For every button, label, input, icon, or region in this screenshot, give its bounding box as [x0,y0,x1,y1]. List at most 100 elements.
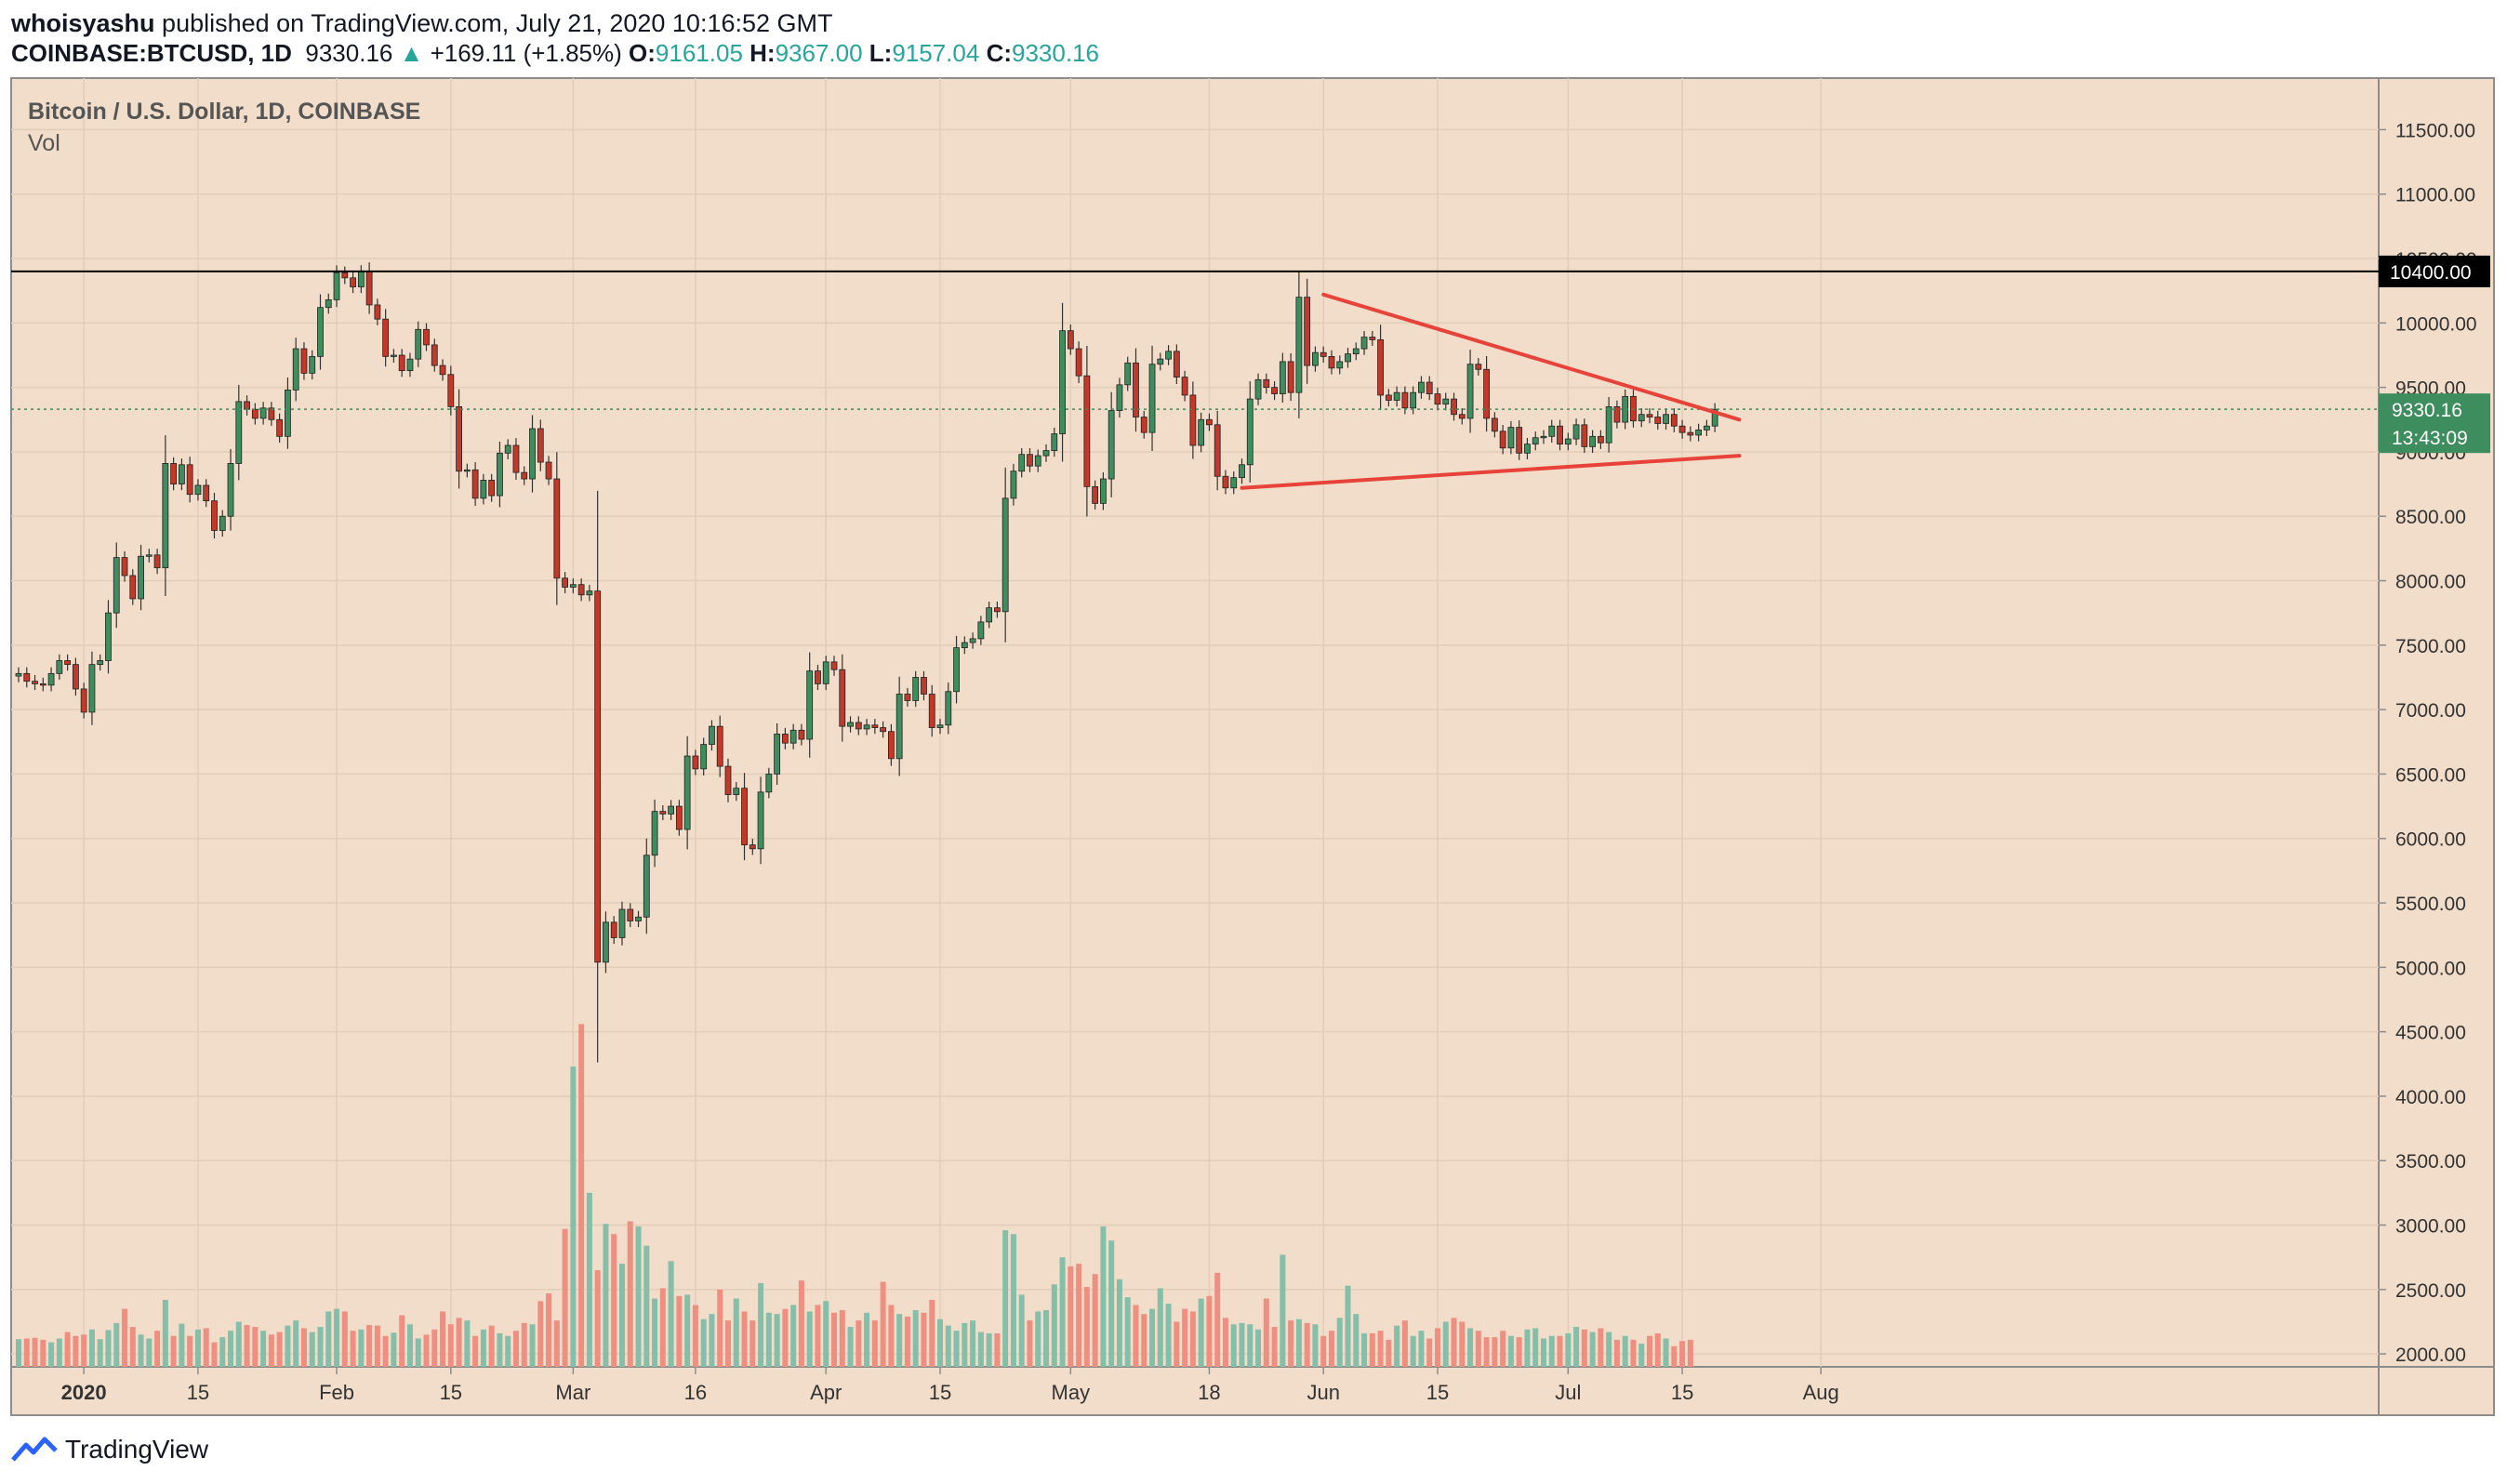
volume-bar [472,1335,479,1367]
volume-indicator-label: Vol [28,130,60,156]
drawings [11,270,2379,490]
last-price-label: 9330.16 [2392,400,2462,421]
volume-bar [570,1067,577,1367]
volume-bar [1076,1264,1082,1367]
candle-body [953,647,960,693]
candle-body [1540,435,1547,439]
volume-bar [431,1329,438,1367]
volume-bar [1271,1327,1278,1367]
candle-body [153,554,161,569]
volume-bar [1386,1339,1392,1367]
author-name[interactable]: whoisyashu [11,9,155,37]
volume-bar [1059,1257,1066,1367]
price-tick-label: 3000.00 [2395,1216,2466,1238]
candle-body [683,755,691,830]
volume-bar [643,1245,650,1367]
candle-body [121,557,128,576]
candle-body [1426,381,1433,394]
volume-bar [1507,1335,1514,1367]
volume-bar [709,1314,715,1367]
volume-bar [896,1314,903,1367]
candle-body [138,555,144,600]
candle-body [480,480,487,499]
volume-bar [1157,1288,1163,1367]
volume-bar [1475,1331,1481,1367]
candle-body [1100,478,1107,504]
volume-bar [1124,1297,1131,1367]
tradingview-footer[interactable]: TradingView [11,1431,208,1468]
volume-bar [652,1298,658,1367]
volume-bar [146,1338,153,1367]
time-tick-label: 18 [1198,1381,1220,1404]
candle-body [244,401,250,410]
time-tick-label: 15 [187,1381,209,1404]
candle-body [1703,425,1710,431]
volume-bar [562,1228,568,1367]
candle-body [1352,348,1360,355]
candle-body [1475,364,1482,370]
candle-body [1092,485,1099,504]
volume-bar [276,1332,283,1367]
candle-body [659,811,667,815]
candle-body [1360,337,1368,350]
candle-body [15,672,22,677]
volume-bar [81,1334,87,1367]
candle-body [170,463,178,484]
volume-bar [423,1334,430,1367]
volume-bar [1687,1339,1693,1367]
candle-body [969,638,976,643]
volume-bar [1573,1327,1580,1367]
candle-body [1189,394,1197,446]
candle-body [1557,425,1563,445]
candle-body [733,788,740,796]
price-tick-label: 4000.00 [2395,1087,2466,1108]
volume-bar [1565,1332,1572,1367]
volume-bar [56,1338,62,1367]
candle-body [1442,398,1450,405]
last-price: 9330.16 [305,39,393,67]
candle-body [1369,337,1376,340]
candle-body [357,271,365,287]
volume-bar [154,1331,161,1367]
candle-body [562,577,568,588]
volume-bar [700,1318,707,1367]
volume-bar [668,1261,674,1367]
candle-body [724,765,732,796]
candle-body [887,731,895,760]
volume-bar [782,1308,789,1367]
candle-body [545,461,552,480]
volume-bar [676,1295,683,1367]
volume-bar [1092,1274,1098,1367]
price-tick-label: 6000.00 [2395,829,2466,851]
volume-bar [129,1327,136,1367]
volume-bar [317,1327,324,1367]
candle-body [1345,353,1351,363]
candle-body [1695,429,1703,436]
volume-bar [1214,1272,1221,1367]
volume-bar [765,1312,772,1367]
volume-bar [252,1327,259,1367]
volume-bar [1222,1318,1228,1367]
volume-bar [1524,1329,1531,1367]
volume-bar [921,1312,927,1367]
volume-bar [105,1330,112,1367]
candle-body [1646,414,1653,417]
candle-body [1687,431,1694,436]
volume-bar [203,1328,209,1367]
volume-bar [23,1338,30,1367]
candle-body [651,811,658,856]
volume-bar [618,1264,625,1367]
volume-bar [179,1323,185,1367]
volume-bar [244,1324,250,1367]
volume-bar [309,1332,315,1367]
time-tick-label: 16 [684,1381,707,1404]
candle-body [1654,417,1662,424]
volume-bar [1043,1310,1050,1367]
candle-body [936,724,944,728]
volume-bar [1622,1335,1628,1367]
volume-bar [823,1301,829,1367]
volume-bar [1035,1311,1041,1367]
candle-body [1254,378,1262,400]
volume-bar [741,1311,748,1367]
